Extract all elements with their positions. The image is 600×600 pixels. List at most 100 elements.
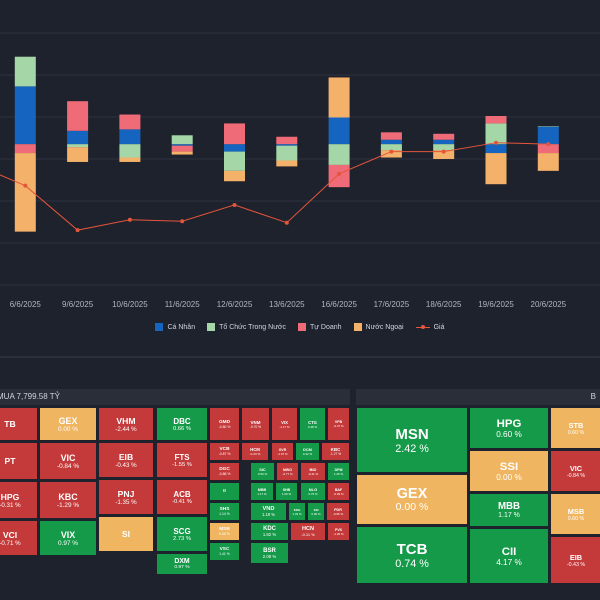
tile-percent: 0.74 % bbox=[395, 557, 429, 570]
heatmap-tile[interactable]: GMD -0.80 % bbox=[209, 407, 240, 441]
legend-item-to-chuc[interactable]: Tổ Chức Trong Nước bbox=[207, 323, 286, 331]
heatmap-tile[interactable]: MSN 2.42 % bbox=[356, 407, 468, 473]
bar-segment bbox=[224, 123, 245, 145]
price-point bbox=[75, 228, 80, 233]
heatmap-tile[interactable]: CTG 0.48 % bbox=[299, 407, 326, 441]
heatmap-tile[interactable]: VNM -0.70 % bbox=[241, 407, 270, 441]
heatmap-tile[interactable]: ACB -0.41 % bbox=[156, 479, 208, 515]
heatmap-tile[interactable]: GVR -1.07 % bbox=[271, 442, 294, 461]
heatmap-tile[interactable]: PNJ -1.35 % bbox=[98, 479, 154, 515]
heatmap-tile[interactable]: FTS -1.55 % bbox=[156, 442, 208, 478]
heatmap-tile[interactable]: HCM -0.43 % bbox=[241, 442, 269, 461]
heatmap-tile[interactable]: PT bbox=[0, 442, 38, 480]
heatmap-tile[interactable]: BAF -0.93 % bbox=[327, 482, 350, 501]
heatmap-tile[interactable]: MSB 0.00 % bbox=[209, 522, 240, 541]
tile-ticker: VCI bbox=[2, 529, 18, 540]
price-point bbox=[441, 149, 446, 154]
heatmap-tile[interactable]: VIX -1.17 % bbox=[271, 407, 298, 441]
tile-percent: -0.88 % bbox=[218, 472, 231, 476]
bar-segment bbox=[328, 144, 350, 165]
heatmap-tile[interactable]: DGC -0.88 % bbox=[209, 462, 240, 481]
bar-segment bbox=[276, 145, 298, 161]
tile-percent: -0.31 % bbox=[0, 501, 21, 509]
bar-segment bbox=[224, 151, 245, 171]
heatmap-tile[interactable]: VIC -0.84 % bbox=[550, 450, 600, 492]
heatmap-tile[interactable]: SHB 1.09 % bbox=[275, 482, 298, 501]
heatmap-tile[interactable]: DPM 1.26 % bbox=[327, 462, 350, 481]
tile-ticker: PDR bbox=[334, 507, 342, 512]
price-point bbox=[232, 202, 237, 207]
legend-item-nuoc-ngoai[interactable]: Nước Ngoại bbox=[353, 323, 404, 331]
heatmap-tile[interactable]: KDC 1.82 % bbox=[250, 522, 289, 541]
tile-ticker: VIX bbox=[281, 419, 288, 425]
heatmap-tile[interactable]: SI bbox=[98, 516, 154, 552]
heatmap-tile[interactable]: SSI 0.00 % bbox=[469, 450, 549, 492]
tile-ticker: KDH bbox=[293, 507, 301, 512]
bar-segment bbox=[224, 144, 245, 152]
heatmap-tile[interactable]: II bbox=[209, 482, 240, 501]
heatmap-tile[interactable]: MSB 0.60 % bbox=[550, 493, 600, 535]
tile-percent: -0.41 % bbox=[172, 498, 192, 505]
tile-ticker: VIC bbox=[60, 452, 76, 463]
x-tick-label: 6/6/2025 bbox=[10, 300, 42, 309]
heatmap-tile[interactable]: BID -0.41 % bbox=[300, 462, 326, 481]
heatmap-tile[interactable]: MWG -0.77 % bbox=[276, 462, 299, 481]
x-tick-label: 11/6/2025 bbox=[165, 300, 201, 309]
tile-percent: -0.43 % bbox=[249, 452, 261, 456]
heatmap-tile[interactable]: KDH 1.33 % bbox=[288, 502, 306, 521]
heatmap-tile[interactable]: VSC 1.41 % bbox=[209, 542, 240, 561]
heatmap-tile[interactable]: TCB 0.74 % bbox=[356, 526, 468, 584]
bar-segment bbox=[67, 144, 89, 148]
heatmap-tile[interactable]: EIB -0.43 % bbox=[550, 536, 600, 584]
heatmap-tile[interactable]: HCN -0.11 % bbox=[290, 522, 326, 541]
heatmap-tile[interactable]: KBC -1.27 % bbox=[321, 442, 350, 461]
heatmap-tile[interactable]: SHS 1.14 % bbox=[209, 502, 240, 521]
heatmap-tile[interactable]: VCI -0.71 % bbox=[0, 520, 38, 556]
tile-percent: -0.80 % bbox=[218, 424, 231, 429]
heatmap-tile[interactable]: DBC 0.66 % bbox=[156, 407, 208, 441]
heatmap-tile[interactable]: MBB 1.17 % bbox=[469, 493, 549, 527]
heatmap-tile[interactable]: EIB -0.43 % bbox=[98, 442, 154, 478]
bar-segment bbox=[276, 136, 298, 145]
tile-ticker: MWG bbox=[283, 467, 292, 472]
heatmap-tile[interactable]: HPG 0.60 % bbox=[469, 407, 549, 449]
tile-percent: 1.17 % bbox=[257, 491, 267, 496]
tile-ticker: HPG bbox=[496, 417, 522, 430]
heatmap-tile[interactable]: VIC -0.84 % bbox=[39, 442, 97, 480]
tile-ticker: DPM bbox=[334, 467, 343, 472]
legend-item-tu-doanh[interactable]: Tự Doanh bbox=[297, 323, 342, 331]
sell-heatmap-header: B bbox=[356, 389, 600, 405]
tile-percent: 0.97 % bbox=[174, 565, 190, 570]
heatmap-tile[interactable]: VND 1.18 % bbox=[250, 502, 287, 521]
heatmap-tile[interactable]: SIC 0.50 % bbox=[250, 462, 275, 481]
heatmap-tile[interactable]: PDR -0.95 % bbox=[326, 502, 350, 521]
tile-percent: 0.97 % bbox=[58, 539, 78, 547]
heatmap-tile[interactable]: VIX 0.97 % bbox=[39, 520, 97, 556]
heatmap-tile[interactable]: VHM -2.44 % bbox=[98, 407, 154, 441]
heatmap-tile[interactable]: HPG -0.31 % bbox=[0, 481, 38, 519]
heatmap-tile[interactable]: DCM 0.42 % bbox=[295, 442, 320, 461]
heatmap-tile[interactable]: DXM 0.97 % bbox=[156, 553, 208, 575]
heatmap-tile[interactable]: KBC -1.29 % bbox=[39, 481, 97, 519]
heatmap-tile[interactable]: BSR 2.08 % bbox=[250, 542, 289, 564]
heatmap-tile[interactable]: PVS -1.26 % bbox=[327, 522, 350, 541]
legend-item-ca-nhan[interactable]: Cá Nhân bbox=[155, 323, 195, 331]
price-point bbox=[389, 149, 394, 154]
heatmap-tile[interactable]: STB 0.60 % bbox=[550, 407, 600, 449]
tile-ticker: MSN bbox=[395, 425, 429, 443]
heatmap-tile[interactable]: MBB 1.17 % bbox=[250, 482, 274, 501]
heatmap-tile[interactable]: VCB -0.87 % bbox=[209, 442, 240, 461]
tile-percent: 0.50 % bbox=[257, 471, 268, 476]
tile-ticker: MSB bbox=[567, 506, 585, 516]
heatmap-tile[interactable]: CII 4.17 % bbox=[469, 528, 549, 584]
heatmap-tile[interactable]: TB bbox=[0, 407, 38, 441]
heatmap-tile[interactable]: GEX 0.00 % bbox=[356, 474, 468, 525]
price-point bbox=[284, 220, 289, 225]
heatmap-tile[interactable]: SSI 0.00 % bbox=[307, 502, 325, 521]
heatmap-tile[interactable]: VPB -0.47 % bbox=[327, 407, 350, 441]
heatmap-tile[interactable]: GEX 0.00 % bbox=[39, 407, 97, 441]
heatmap-tile[interactable]: NLG 0.79 % bbox=[300, 482, 326, 501]
heatmap-tile[interactable]: SCG 2.73 % bbox=[156, 516, 208, 552]
legend-item-gia[interactable]: Giá bbox=[415, 323, 445, 331]
tile-percent: 0.00 % bbox=[311, 511, 321, 516]
